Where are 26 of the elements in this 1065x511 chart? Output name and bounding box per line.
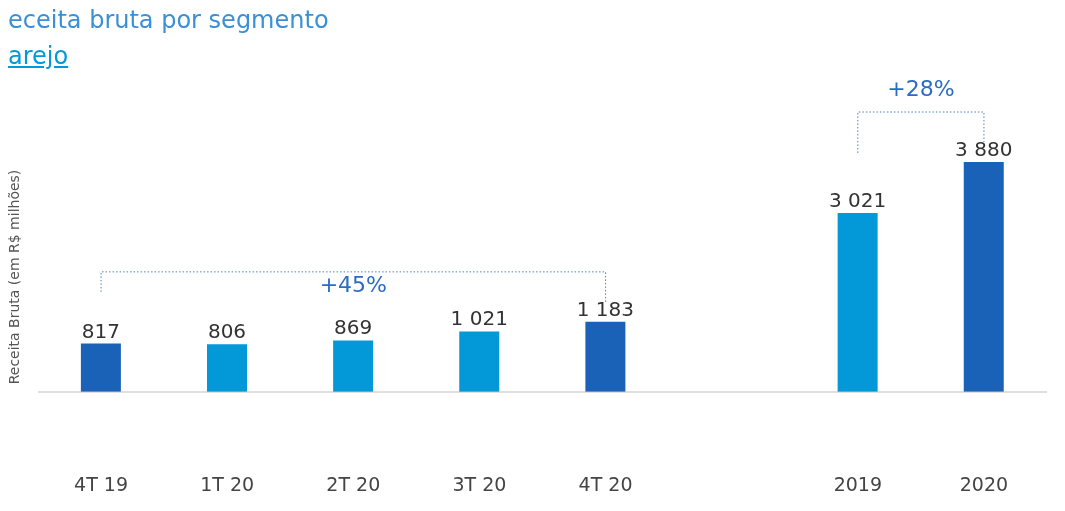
bar — [585, 321, 626, 392]
chart-title: eceita bruta por segmento — [8, 6, 330, 34]
x-tick-label: 2T 20 — [326, 473, 381, 496]
x-tick-label: 2020 — [959, 473, 1009, 496]
y-axis-title: Receita Bruta (em R$ milhões) — [6, 169, 22, 385]
x-tick-label: 3T 20 — [452, 473, 507, 496]
data-label: 3 880 — [955, 137, 1013, 161]
bar — [207, 344, 248, 392]
data-label: 869 — [334, 315, 373, 340]
data-label: 806 — [207, 319, 247, 344]
data-label: 1 021 — [450, 306, 508, 331]
x-tick-label: 4T 20 — [578, 473, 633, 496]
bar — [80, 343, 121, 392]
x-tick-label: 2019 — [833, 473, 882, 496]
annotation: +45% — [319, 271, 387, 297]
x-tick-label: 1T 20 — [200, 473, 255, 496]
data-label: 1 183 — [576, 296, 635, 321]
data-label: 817 — [81, 318, 120, 343]
bar — [837, 212, 878, 392]
bar — [459, 331, 500, 392]
x-tick-label: 4T 19 — [74, 473, 129, 496]
chart-subtitle: arejo — [8, 42, 70, 72]
text: +28% — [887, 76, 955, 101]
data-label: 3 021 — [829, 187, 887, 212]
bar — [963, 162, 1004, 392]
bar — [333, 340, 374, 392]
